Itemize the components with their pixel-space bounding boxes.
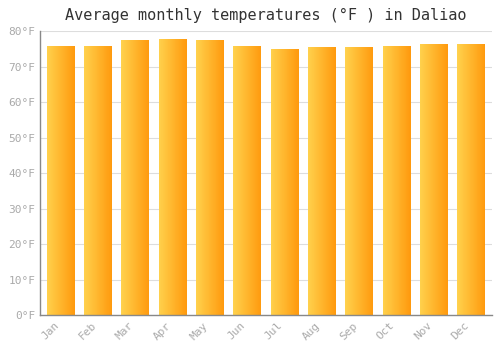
- Title: Average monthly temperatures (°F ) in Daliao: Average monthly temperatures (°F ) in Da…: [65, 8, 466, 23]
